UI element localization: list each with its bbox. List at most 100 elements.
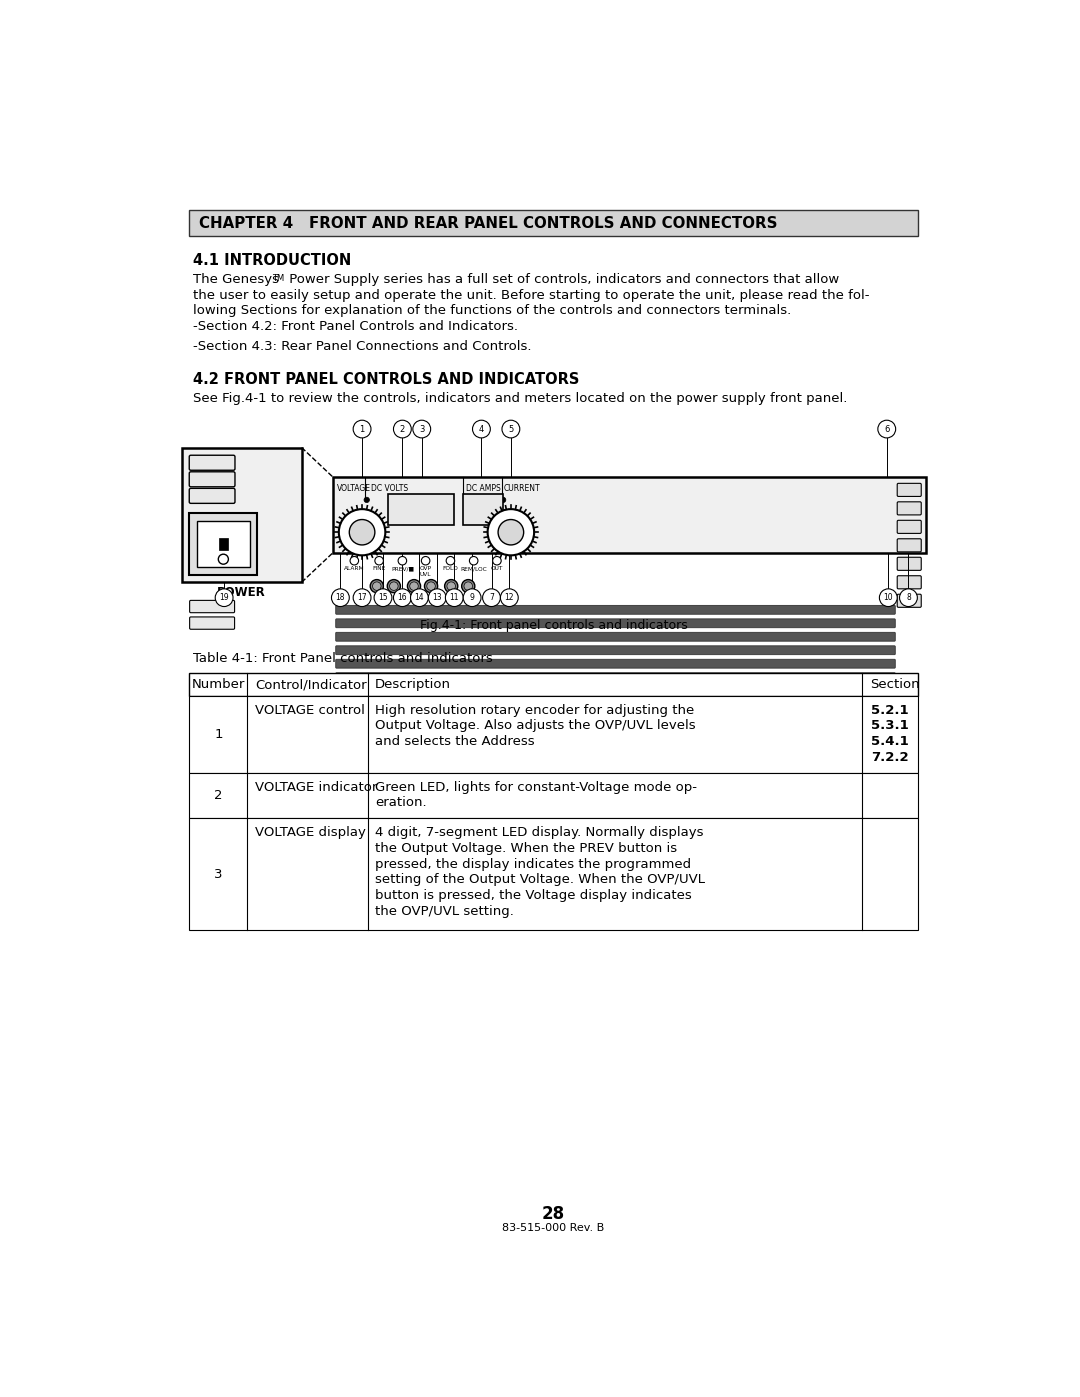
Text: 18: 18 bbox=[336, 594, 346, 602]
Text: Fig.4-1: Front panel controls and indicators: Fig.4-1: Front panel controls and indica… bbox=[420, 619, 687, 633]
Circle shape bbox=[445, 580, 458, 592]
FancyBboxPatch shape bbox=[189, 455, 235, 471]
Text: and selects the Address: and selects the Address bbox=[375, 735, 535, 749]
Text: PREV/■: PREV/■ bbox=[391, 566, 414, 571]
Circle shape bbox=[483, 588, 500, 606]
Text: 11: 11 bbox=[449, 594, 459, 602]
Text: VOLTAGE: VOLTAGE bbox=[337, 485, 370, 493]
FancyBboxPatch shape bbox=[336, 673, 895, 682]
Circle shape bbox=[413, 420, 431, 437]
Circle shape bbox=[427, 583, 435, 591]
Circle shape bbox=[393, 588, 411, 606]
Text: 4.1 INTRODUCTION: 4.1 INTRODUCTION bbox=[193, 253, 351, 268]
Circle shape bbox=[410, 588, 429, 606]
Bar bbox=[219, 538, 228, 550]
Text: VOLTAGE display: VOLTAGE display bbox=[255, 826, 366, 840]
Circle shape bbox=[218, 555, 228, 564]
Bar bbox=[189, 513, 257, 574]
Circle shape bbox=[350, 556, 359, 564]
Text: setting of the Output Voltage. When the OVP/UVL: setting of the Output Voltage. When the … bbox=[375, 873, 705, 886]
Circle shape bbox=[421, 556, 430, 564]
Bar bbox=[189, 696, 918, 773]
Circle shape bbox=[500, 497, 505, 503]
Circle shape bbox=[461, 580, 475, 592]
Text: 1: 1 bbox=[360, 425, 365, 433]
Text: pressed, the display indicates the programmed: pressed, the display indicates the progr… bbox=[375, 858, 691, 870]
Text: 5.2.1: 5.2.1 bbox=[872, 704, 908, 717]
FancyBboxPatch shape bbox=[897, 557, 921, 570]
Circle shape bbox=[390, 583, 399, 591]
Text: 3: 3 bbox=[419, 425, 424, 433]
Text: the OVP/UVL setting.: the OVP/UVL setting. bbox=[375, 905, 514, 918]
Text: eration.: eration. bbox=[375, 796, 427, 809]
Text: Section: Section bbox=[869, 678, 919, 692]
Bar bbox=[463, 493, 503, 524]
Text: 28: 28 bbox=[542, 1206, 565, 1222]
Text: ALARM: ALARM bbox=[345, 566, 365, 571]
Text: Description: Description bbox=[375, 678, 451, 692]
Circle shape bbox=[339, 509, 386, 556]
Circle shape bbox=[353, 420, 372, 437]
Text: -Section 4.2: Front Panel Controls and Indicators.: -Section 4.2: Front Panel Controls and I… bbox=[193, 320, 518, 332]
Text: the Output Voltage. When the PREV button is: the Output Voltage. When the PREV button… bbox=[375, 842, 677, 855]
Text: lowing Sections for explanation of the functions of the controls and connectors : lowing Sections for explanation of the f… bbox=[193, 305, 792, 317]
Text: Control/Indicator: Control/Indicator bbox=[255, 678, 367, 692]
Circle shape bbox=[215, 588, 233, 606]
FancyBboxPatch shape bbox=[897, 576, 921, 588]
Text: CHAPTER 4   FRONT AND REAR PANEL CONTROLS AND CONNECTORS: CHAPTER 4 FRONT AND REAR PANEL CONTROLS … bbox=[200, 215, 778, 231]
FancyBboxPatch shape bbox=[897, 594, 921, 608]
Circle shape bbox=[399, 556, 407, 564]
Bar bbox=[181, 447, 301, 583]
Circle shape bbox=[393, 420, 411, 437]
Text: 5.3.1: 5.3.1 bbox=[870, 719, 908, 732]
Circle shape bbox=[409, 583, 418, 591]
Circle shape bbox=[878, 420, 895, 437]
Circle shape bbox=[445, 588, 463, 606]
Text: The Genesys: The Genesys bbox=[193, 272, 279, 286]
Text: Number: Number bbox=[191, 678, 245, 692]
Circle shape bbox=[500, 588, 518, 606]
Circle shape bbox=[332, 588, 349, 606]
Text: DC VOLTS: DC VOLTS bbox=[372, 485, 408, 493]
Text: 4 digit, 7-segment LED display. Normally displays: 4 digit, 7-segment LED display. Normally… bbox=[375, 826, 704, 840]
Circle shape bbox=[388, 580, 401, 592]
Circle shape bbox=[502, 420, 519, 437]
Text: FINE: FINE bbox=[373, 566, 386, 571]
Bar bbox=[197, 521, 249, 567]
Circle shape bbox=[374, 588, 392, 606]
Text: 5: 5 bbox=[509, 425, 513, 433]
Circle shape bbox=[900, 588, 917, 606]
Text: 12: 12 bbox=[504, 594, 514, 602]
FancyBboxPatch shape bbox=[336, 686, 895, 696]
Text: 14: 14 bbox=[415, 594, 424, 602]
FancyBboxPatch shape bbox=[189, 489, 235, 503]
Text: Power Supply series has a full set of controls, indicators and connectors that a: Power Supply series has a full set of co… bbox=[285, 272, 839, 286]
Circle shape bbox=[463, 588, 481, 606]
Text: 9: 9 bbox=[470, 594, 474, 602]
Text: 16: 16 bbox=[397, 594, 407, 602]
Text: 7: 7 bbox=[489, 594, 494, 602]
Circle shape bbox=[429, 588, 446, 606]
Text: DC AMPS: DC AMPS bbox=[465, 485, 501, 493]
FancyBboxPatch shape bbox=[897, 539, 921, 552]
Text: 10: 10 bbox=[883, 594, 893, 602]
Bar bbox=[189, 819, 918, 930]
Text: 5.4.1: 5.4.1 bbox=[870, 735, 908, 749]
Text: FOLD: FOLD bbox=[443, 566, 458, 571]
Circle shape bbox=[373, 583, 381, 591]
Circle shape bbox=[446, 556, 455, 564]
Text: button is pressed, the Voltage display indicates: button is pressed, the Voltage display i… bbox=[375, 888, 692, 902]
Text: 3: 3 bbox=[214, 868, 222, 880]
Text: 7.2.2: 7.2.2 bbox=[872, 752, 908, 764]
FancyBboxPatch shape bbox=[336, 619, 895, 627]
Text: CURRENT: CURRENT bbox=[503, 485, 540, 493]
Circle shape bbox=[353, 588, 372, 606]
Bar bbox=[189, 773, 918, 819]
Text: 2: 2 bbox=[214, 789, 222, 802]
FancyBboxPatch shape bbox=[189, 472, 235, 486]
Text: 17: 17 bbox=[357, 594, 367, 602]
Text: See Fig.4-1 to review the controls, indicators and meters located on the power s: See Fig.4-1 to review the controls, indi… bbox=[193, 393, 848, 405]
Circle shape bbox=[370, 580, 383, 592]
Text: 19: 19 bbox=[219, 594, 229, 602]
Bar bbox=[333, 476, 926, 553]
